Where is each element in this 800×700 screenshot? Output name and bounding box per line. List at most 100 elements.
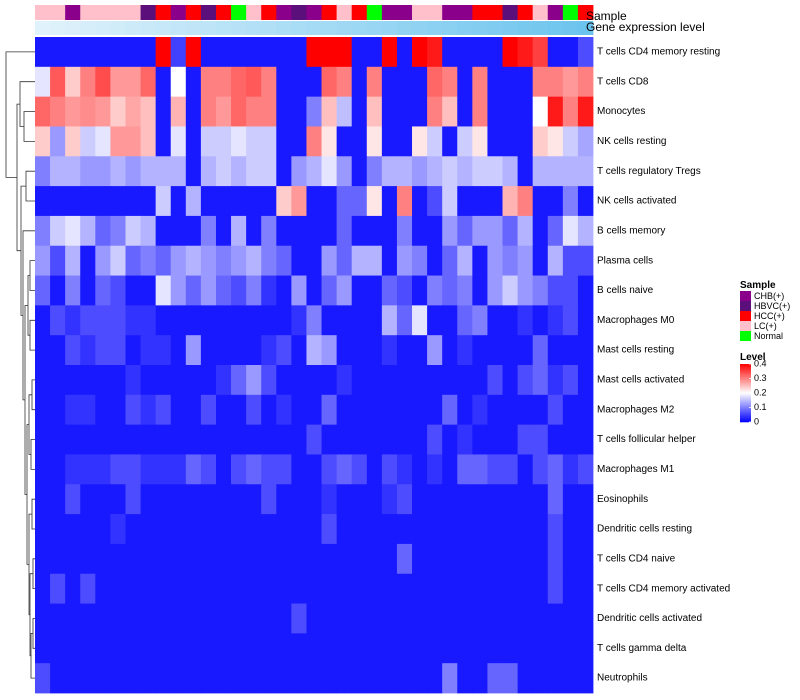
heatmap-cell — [547, 275, 564, 306]
heatmap-cell — [261, 603, 277, 634]
heatmap-cell — [50, 484, 66, 515]
heatmap-cell — [231, 484, 247, 515]
row-label: Dendritic cells activated — [597, 613, 702, 624]
heatmap-cell — [562, 37, 579, 68]
heatmap-cell — [65, 275, 81, 306]
heatmap-cell — [95, 37, 111, 68]
heatmap-cell — [427, 365, 443, 396]
heatmap-cell — [532, 156, 549, 187]
heatmap-cell — [261, 633, 277, 664]
heatmap-cell — [547, 454, 564, 485]
row-label: T cells CD4 memory resting — [597, 47, 720, 58]
sample-legend-swatch — [740, 331, 751, 341]
heatmap-cell — [185, 305, 202, 336]
heatmap-cell — [291, 454, 307, 485]
heatmap-cell — [457, 603, 473, 634]
heatmap-cell — [336, 573, 353, 604]
heatmap-cell — [502, 37, 518, 68]
level-legend-gradient-step — [740, 385, 751, 388]
heatmap-cell — [336, 305, 353, 336]
level-legend-tick-label: 0.4 — [754, 358, 767, 368]
heatmap-cell — [351, 186, 368, 217]
heatmap-cell — [487, 66, 503, 98]
heatmap-cell — [170, 126, 187, 157]
heatmap-cell — [125, 96, 141, 127]
gene-expression-annotation-cell — [95, 21, 111, 35]
heatmap-cell — [246, 454, 262, 485]
heatmap-cell — [577, 37, 594, 68]
heatmap-cell — [170, 454, 187, 485]
heatmap-cell — [336, 156, 353, 187]
heatmap-cell — [170, 424, 187, 455]
heatmap-cell — [381, 573, 398, 604]
heatmap-cell — [321, 514, 338, 545]
heatmap-cell — [80, 663, 96, 694]
sample-annotation-cell — [532, 5, 549, 20]
heatmap-cell — [487, 484, 503, 515]
heatmap-cell — [291, 543, 307, 575]
sample-annotation-cell — [246, 5, 262, 20]
gene-expression-annotation-cell — [472, 21, 488, 35]
heatmap-cell — [547, 335, 564, 366]
heatmap-cell — [457, 275, 473, 306]
heatmap-cell — [291, 603, 307, 634]
gene-expression-annotation-cell — [517, 21, 534, 35]
heatmap-cell — [562, 633, 579, 664]
heatmap-cell — [80, 394, 96, 426]
heatmap-cell — [396, 603, 413, 634]
heatmap-cell — [110, 126, 126, 157]
sample-annotation-cell — [502, 5, 518, 20]
heatmap-cell — [155, 335, 172, 366]
heatmap-cell — [562, 66, 579, 98]
heatmap-cell — [442, 215, 458, 247]
heatmap-cell — [185, 186, 202, 217]
heatmap-cell — [50, 186, 66, 217]
heatmap-cell — [155, 394, 172, 426]
heatmap-cell — [35, 603, 51, 634]
heatmap-cell — [306, 454, 322, 485]
heatmap-cell — [80, 156, 96, 187]
heatmap-cell — [200, 394, 217, 426]
heatmap-cell — [351, 603, 368, 634]
heatmap-cell — [110, 424, 126, 455]
heatmap-cell — [95, 573, 111, 604]
level-legend: Level 0.4 0.3 0.2 0.1 0 — [740, 352, 767, 426]
level-legend-title: Level — [740, 352, 766, 363]
heatmap-cell — [366, 126, 383, 157]
sample-legend-label: LC(+) — [754, 321, 777, 331]
annotation-label-gene-expression: Gene expression level — [586, 20, 705, 34]
sample-annotation-cell — [321, 5, 338, 20]
gene-expression-annotation-cell — [80, 21, 96, 35]
heatmap-cell — [246, 66, 262, 98]
heatmap-cell — [215, 394, 232, 426]
heatmap-cell — [140, 365, 157, 396]
heatmap-cell — [366, 96, 383, 127]
heatmap-cell — [200, 37, 217, 68]
heatmap-cell — [412, 543, 428, 575]
heatmap-cell — [306, 275, 322, 306]
heatmap-cell — [95, 305, 111, 336]
heatmap-cell — [291, 96, 307, 127]
heatmap-cell — [577, 186, 594, 217]
heatmap-cell — [412, 663, 428, 694]
level-legend-gradient-step — [740, 410, 751, 413]
heatmap-cell — [291, 186, 307, 217]
heatmap-cell — [306, 156, 322, 187]
heatmap-cell — [276, 335, 292, 366]
heatmap-cell — [396, 484, 413, 515]
heatmap-cell — [396, 543, 413, 575]
heatmap-cell — [321, 156, 338, 187]
heatmap-cell — [427, 394, 443, 426]
heatmap-cell — [291, 633, 307, 664]
heatmap-cell — [170, 66, 187, 98]
heatmap-cell — [276, 66, 292, 98]
sample-annotation-cell — [200, 5, 217, 20]
heatmap-cell — [200, 573, 217, 604]
heatmap-cell — [261, 514, 277, 545]
heatmap-cell — [562, 573, 579, 604]
heatmap-cell — [261, 424, 277, 455]
heatmap-cell — [215, 663, 232, 694]
heatmap-cell — [215, 454, 232, 485]
heatmap-cell — [412, 365, 428, 396]
level-legend-gradient-step — [740, 387, 751, 389]
